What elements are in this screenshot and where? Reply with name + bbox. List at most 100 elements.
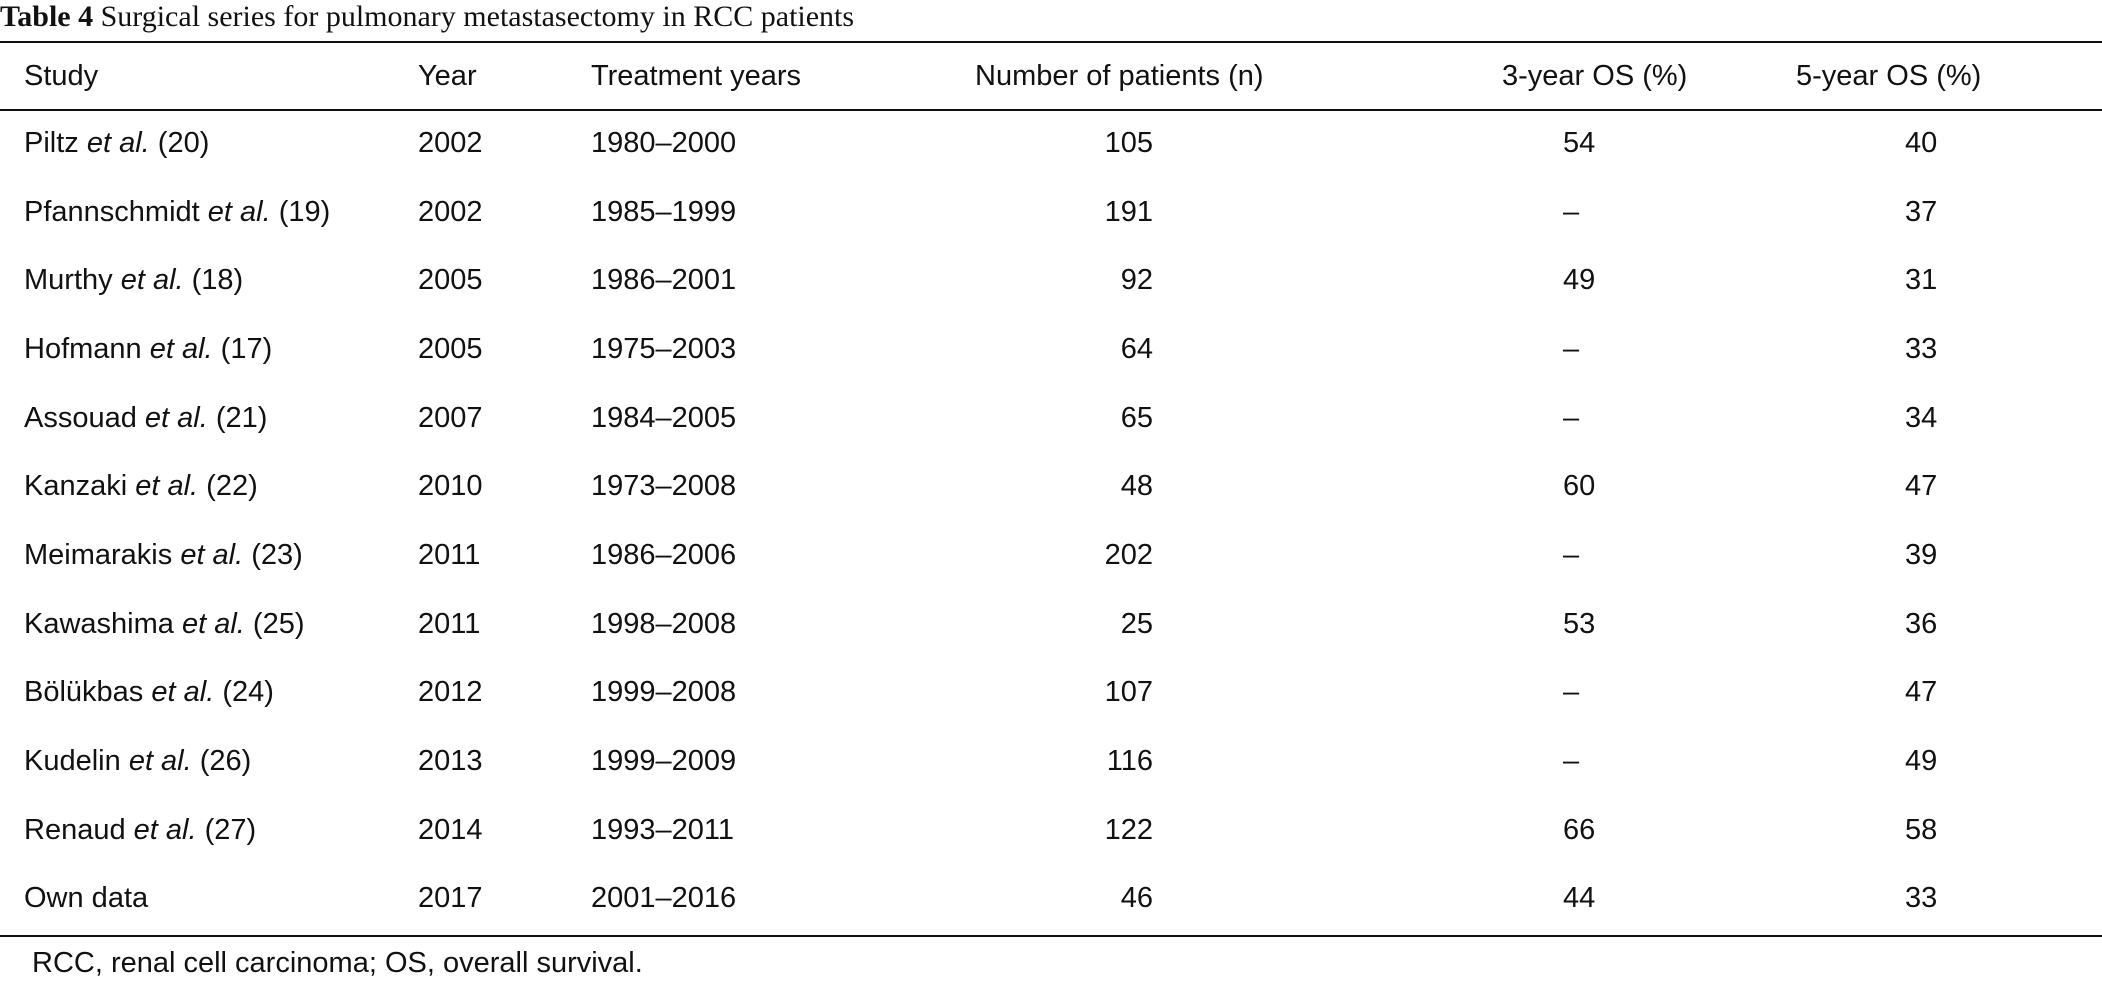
cell-patients: 48 — [1120, 470, 1153, 503]
cell-study: Renaud et al. (27) — [0, 796, 395, 865]
cell-os5: 47 — [1905, 676, 1938, 709]
cell-treatment-years: 1984–2005 — [591, 401, 737, 434]
study-etal: et al. — [149, 332, 213, 365]
cell-patients: 105 — [1104, 126, 1153, 159]
cell-os5: 36 — [1905, 607, 1938, 640]
table-row: Murthy et al. (18) 2005 1986–2001 92 49 31 — [0, 246, 2102, 315]
study-reference: (27) — [204, 813, 257, 846]
table-row: Kawashima et al. (25) 2011 1998–2008 25 53 36 — [0, 590, 2102, 659]
cell-treatment-years: 1975–2003 — [591, 332, 737, 365]
study-author: Murthy — [24, 264, 113, 297]
cell-year: 2005 — [418, 264, 483, 297]
cell-study: Kanzaki et al. (22) — [0, 452, 395, 521]
study-reference: (24) — [222, 676, 274, 709]
cell-year: 2013 — [418, 745, 483, 778]
table-row: Meimarakis et al. (23) 2011 1986–2006 202 – 3… — [0, 521, 2102, 590]
cell-patients: 92 — [1120, 264, 1153, 297]
cell-study: Kawashima et al. (25) — [0, 590, 395, 659]
cell-os3: 44 — [1563, 882, 1596, 915]
study-etal: et al. — [144, 401, 208, 434]
study-author: Renaud — [24, 813, 126, 846]
study-etal: et al. — [120, 264, 184, 297]
cell-study: Murthy et al. (18) — [0, 246, 395, 315]
cell-os5: 34 — [1905, 401, 1938, 434]
cell-year: 2005 — [418, 332, 483, 365]
table-row: Kudelin et al. (26) 2013 1999–2009 116 – 49 — [0, 727, 2102, 796]
cell-study: Assouad et al. (21) — [0, 384, 395, 453]
cell-year: 2012 — [418, 676, 483, 709]
cell-study: Bölükbas et al. (24) — [0, 659, 395, 728]
cell-os5: 31 — [1905, 264, 1938, 297]
table-body: Piltz et al. (20) 2002 1980–2000 105 54 40 Pfa… — [0, 109, 2102, 933]
header-patients: Number of patients (n) — [975, 59, 1264, 92]
cell-study: Kudelin et al. (26) — [0, 727, 395, 796]
cell-study: Hofmann et al. (17) — [0, 315, 395, 384]
study-author: Kudelin — [24, 745, 121, 778]
cell-year: 2007 — [418, 401, 483, 434]
cell-treatment-years: 1993–2011 — [591, 813, 735, 846]
table-row: Own data 2017 2001–2016 46 44 33 — [0, 865, 2102, 934]
cell-os5: 37 — [1905, 195, 1938, 228]
study-reference: (17) — [220, 332, 273, 365]
table-caption-text: Surgical series for pulmonary metastasec… — [100, 0, 855, 33]
cell-os3: 49 — [1563, 264, 1596, 297]
study-reference: (25) — [252, 607, 305, 640]
table-row: Piltz et al. (20) 2002 1980–2000 105 54 40 — [0, 109, 2102, 178]
cell-os3: 60 — [1563, 470, 1596, 503]
table-row: Kanzaki et al. (22) 2010 1973–2008 48 60 47 — [0, 452, 2102, 521]
cell-os5: 47 — [1905, 470, 1938, 503]
cell-year: 2002 — [418, 195, 483, 228]
cell-year: 2011 — [418, 538, 481, 571]
cell-os3: – — [1563, 195, 1580, 228]
table-row: Hofmann et al. (17) 2005 1975–2003 64 – 33 — [0, 315, 2102, 384]
header-year: Year — [418, 59, 477, 92]
study-author: Hofmann — [24, 332, 142, 365]
cell-os5: 58 — [1905, 813, 1938, 846]
cell-treatment-years: 2001–2016 — [591, 882, 737, 915]
cell-os3: – — [1563, 745, 1580, 778]
cell-os3: – — [1563, 332, 1580, 365]
cell-os5: 33 — [1905, 332, 1938, 365]
study-etal: et al. — [151, 676, 215, 709]
cell-os5: 33 — [1905, 882, 1938, 915]
bottom-rule — [0, 935, 2102, 937]
table-label: Table 4 — [0, 0, 94, 33]
cell-year: 2011 — [418, 607, 481, 640]
study-author: Bölükbas — [24, 676, 144, 709]
table-row: Pfannschmidt et al. (19) 2002 1985–1999 191… — [0, 178, 2102, 247]
header-row: Study Year Treatment years Number of pat… — [0, 43, 2102, 109]
study-etal: et al. — [133, 813, 197, 846]
study-author: Kanzaki — [24, 470, 128, 503]
study-etal: et al. — [207, 195, 271, 228]
study-reference: (23) — [251, 538, 303, 571]
cell-patients: 64 — [1120, 332, 1153, 365]
study-reference: (21) — [215, 401, 268, 434]
study-author: Assouad — [24, 401, 137, 434]
cell-study: Meimarakis et al. (23) — [0, 521, 395, 590]
table-row: Bölükbas et al. (24) 2012 1999–2008 107 – 47 — [0, 659, 2102, 728]
study-author: Meimarakis — [24, 538, 173, 571]
cell-patients: 46 — [1120, 882, 1153, 915]
cell-patients: 191 — [1104, 195, 1153, 228]
cell-year: 2002 — [418, 126, 483, 159]
cell-study: Piltz et al. (20) — [0, 109, 395, 178]
study-author: Kawashima — [24, 607, 174, 640]
header-os3: 3-year OS (%) — [1502, 59, 1688, 92]
cell-year: 2014 — [418, 813, 483, 846]
study-reference: (19) — [278, 195, 331, 228]
study-author: Piltz — [24, 126, 79, 159]
cell-treatment-years: 1986–2001 — [591, 264, 737, 297]
header-study: Study — [24, 59, 99, 92]
cell-treatment-years: 1998–2008 — [591, 607, 737, 640]
cell-treatment-years: 1973–2008 — [591, 470, 737, 503]
cell-treatment-years: 1999–2009 — [591, 745, 737, 778]
study-etal: et al. — [135, 470, 199, 503]
cell-year: 2010 — [418, 470, 483, 503]
table-row: Renaud et al. (27) 2014 1993–2011 122 66 58 — [0, 796, 2102, 865]
study-reference: (20) — [157, 126, 210, 159]
cell-patients: 65 — [1120, 401, 1153, 434]
top-rule — [0, 41, 2102, 43]
study-etal: et al. — [86, 126, 150, 159]
cell-os3: 54 — [1563, 126, 1596, 159]
study-etal: et al. — [181, 607, 245, 640]
